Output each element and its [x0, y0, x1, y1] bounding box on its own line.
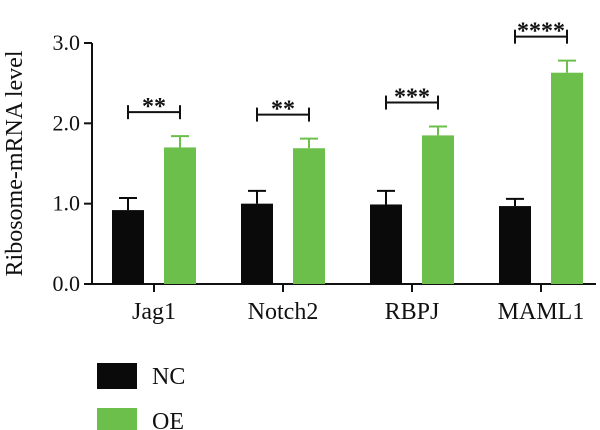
legend-swatch-nc — [97, 363, 137, 389]
bars — [112, 59, 583, 285]
axes: 0.0 1.0 2.0 3.0 Ribosome-mRNA level Jag1 Notch… — [2, 30, 596, 325]
y-tick-label: 2.0 — [53, 110, 81, 135]
bar-oe — [551, 72, 583, 285]
legend: NC OE — [97, 363, 185, 430]
bar-nc — [370, 204, 402, 284]
bar-oe — [422, 135, 454, 284]
legend-label-oe: OE — [152, 409, 184, 430]
bar-nc — [112, 210, 144, 284]
significance-label: *** — [394, 85, 430, 111]
x-tick-label: MAML1 — [498, 299, 585, 325]
significance-label: **** — [517, 19, 565, 45]
x-tick-label: Jag1 — [132, 299, 176, 325]
significance-label: ** — [271, 97, 295, 123]
bar-nc — [499, 206, 531, 284]
y-tick-label: 0.0 — [53, 271, 81, 296]
y-tick-label: 1.0 — [53, 191, 81, 216]
bar-oe — [293, 148, 325, 284]
y-tick-label: 3.0 — [53, 30, 81, 55]
y-axis-label: Ribosome-mRNA level — [2, 50, 28, 276]
significance-label: ** — [142, 94, 166, 120]
x-tick-label: Notch2 — [248, 299, 319, 325]
bar-nc — [241, 203, 273, 284]
legend-swatch-oe — [97, 408, 137, 430]
legend-label-nc: NC — [152, 364, 185, 390]
significance-brackets: ** ** ******* — [127, 19, 568, 123]
x-tick-label: RBPJ — [385, 299, 440, 325]
bar-oe — [164, 147, 196, 284]
